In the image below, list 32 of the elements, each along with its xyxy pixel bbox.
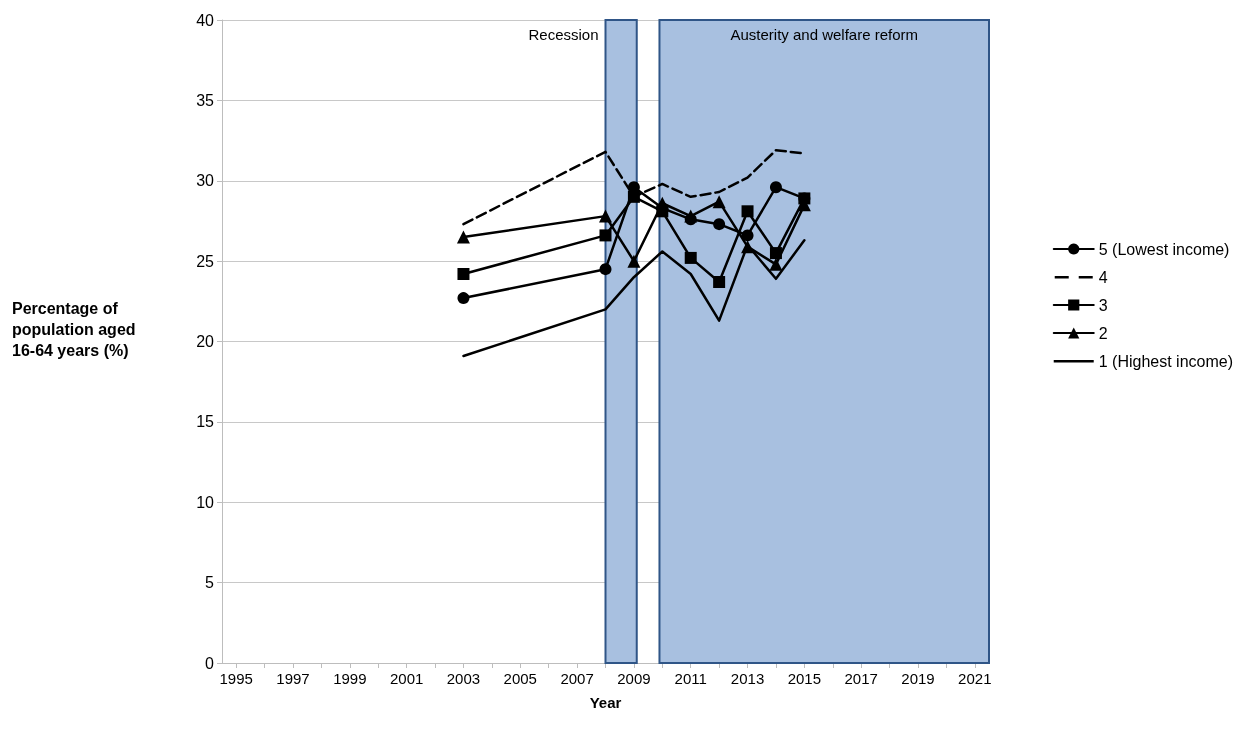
x-tick-label: 1995 <box>219 670 253 687</box>
y-tick-label: 0 <box>205 654 215 672</box>
x-tick-label: 2005 <box>503 670 537 687</box>
y-tick-label: 40 <box>196 11 215 29</box>
band-label: Recession <box>528 26 599 43</box>
y-axis-title: Percentage of population aged 16-64 years (%) <box>12 300 140 359</box>
legend-label: 1 (Highest income) <box>1098 352 1234 370</box>
legend-label: 3 <box>1098 296 1108 314</box>
x-tick-label: 2013 <box>730 670 765 687</box>
x-tick-label: 2007 <box>560 670 594 687</box>
x-axis-title: Year <box>589 694 622 711</box>
x-tick-label: 1997 <box>276 670 310 687</box>
legend-label: 2 <box>1098 324 1108 342</box>
y-tick-label: 30 <box>196 172 215 190</box>
y-tick-label: 25 <box>196 252 215 270</box>
x-tick-label: 2021 <box>958 670 992 687</box>
x-tick-label: 2015 <box>787 670 822 687</box>
y-tick-label: 35 <box>196 91 215 109</box>
x-tick-label: 2001 <box>389 670 424 687</box>
x-tick-label: 2009 <box>617 670 651 687</box>
legend-label: 5 (Lowest income) <box>1098 240 1230 258</box>
y-tick-label: 20 <box>196 333 215 350</box>
band-label: Austerity and welfare reform <box>730 26 919 43</box>
x-tick-label: 2019 <box>901 670 935 687</box>
x-tick-label: 2003 <box>446 670 481 687</box>
y-tick-label: 5 <box>205 574 215 592</box>
legend-label: 4 <box>1098 268 1108 286</box>
y-tick-label: 10 <box>196 493 215 511</box>
x-tick-label: 2017 <box>844 670 878 687</box>
x-tick-label: 1999 <box>333 670 367 687</box>
y-tick-label: 15 <box>196 413 215 431</box>
x-tick-label: 2011 <box>674 670 707 687</box>
